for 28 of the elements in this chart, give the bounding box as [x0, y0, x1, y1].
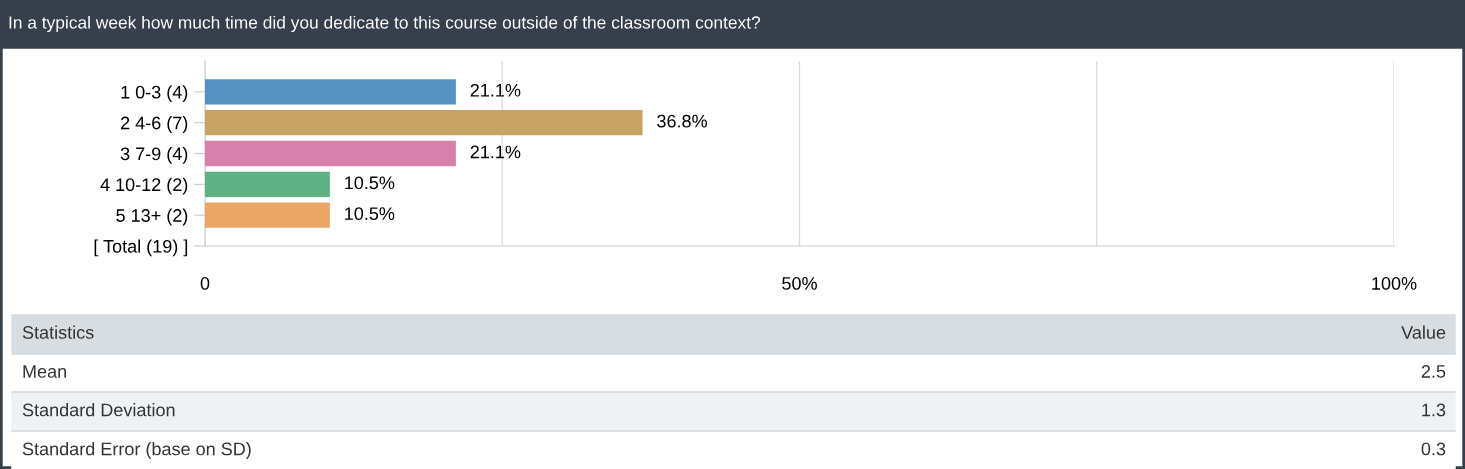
- bar: [205, 110, 643, 136]
- data-label: 21.1%: [470, 83, 521, 97]
- x-tick-label: 100%: [1372, 277, 1417, 290]
- data-label: 10.5%: [345, 207, 395, 221]
- y-tick-label: 4 10-12 (2): [100, 177, 188, 195]
- text: 1.3: [1422, 403, 1446, 417]
- x-tick-label: 0: [200, 277, 210, 290]
- text: Mean: [23, 365, 66, 378]
- text: 2.5: [1421, 365, 1446, 378]
- text: 0.3: [1421, 442, 1446, 456]
- text: Standard Deviation: [22, 403, 175, 417]
- data-label: 36.8%: [657, 114, 707, 128]
- text: Standard Error (base on SD): [22, 442, 251, 459]
- bar: [205, 171, 330, 197]
- data-label: 10.5%: [345, 176, 395, 190]
- y-tick-label: 5 13+ (2): [116, 208, 188, 226]
- bar: [205, 202, 330, 228]
- y-tick-label: 3 7-9 (4): [120, 146, 188, 164]
- y-tick-label: [ Total (19) ]: [94, 239, 188, 257]
- text: Value: [1401, 325, 1446, 339]
- x-tick-label: 50%: [782, 277, 817, 290]
- y-tick-label: 2 4-6 (7): [121, 116, 188, 133]
- chart-title: In a typical week how much time did you dedicate to this course outside of the classroom context?: [9, 15, 761, 33]
- bar: [205, 140, 456, 167]
- data-label: 21.1%: [470, 145, 521, 159]
- bar: [205, 79, 456, 105]
- text: Statistics: [22, 325, 94, 339]
- y-tick-label: 1 0-3 (4): [121, 85, 188, 103]
